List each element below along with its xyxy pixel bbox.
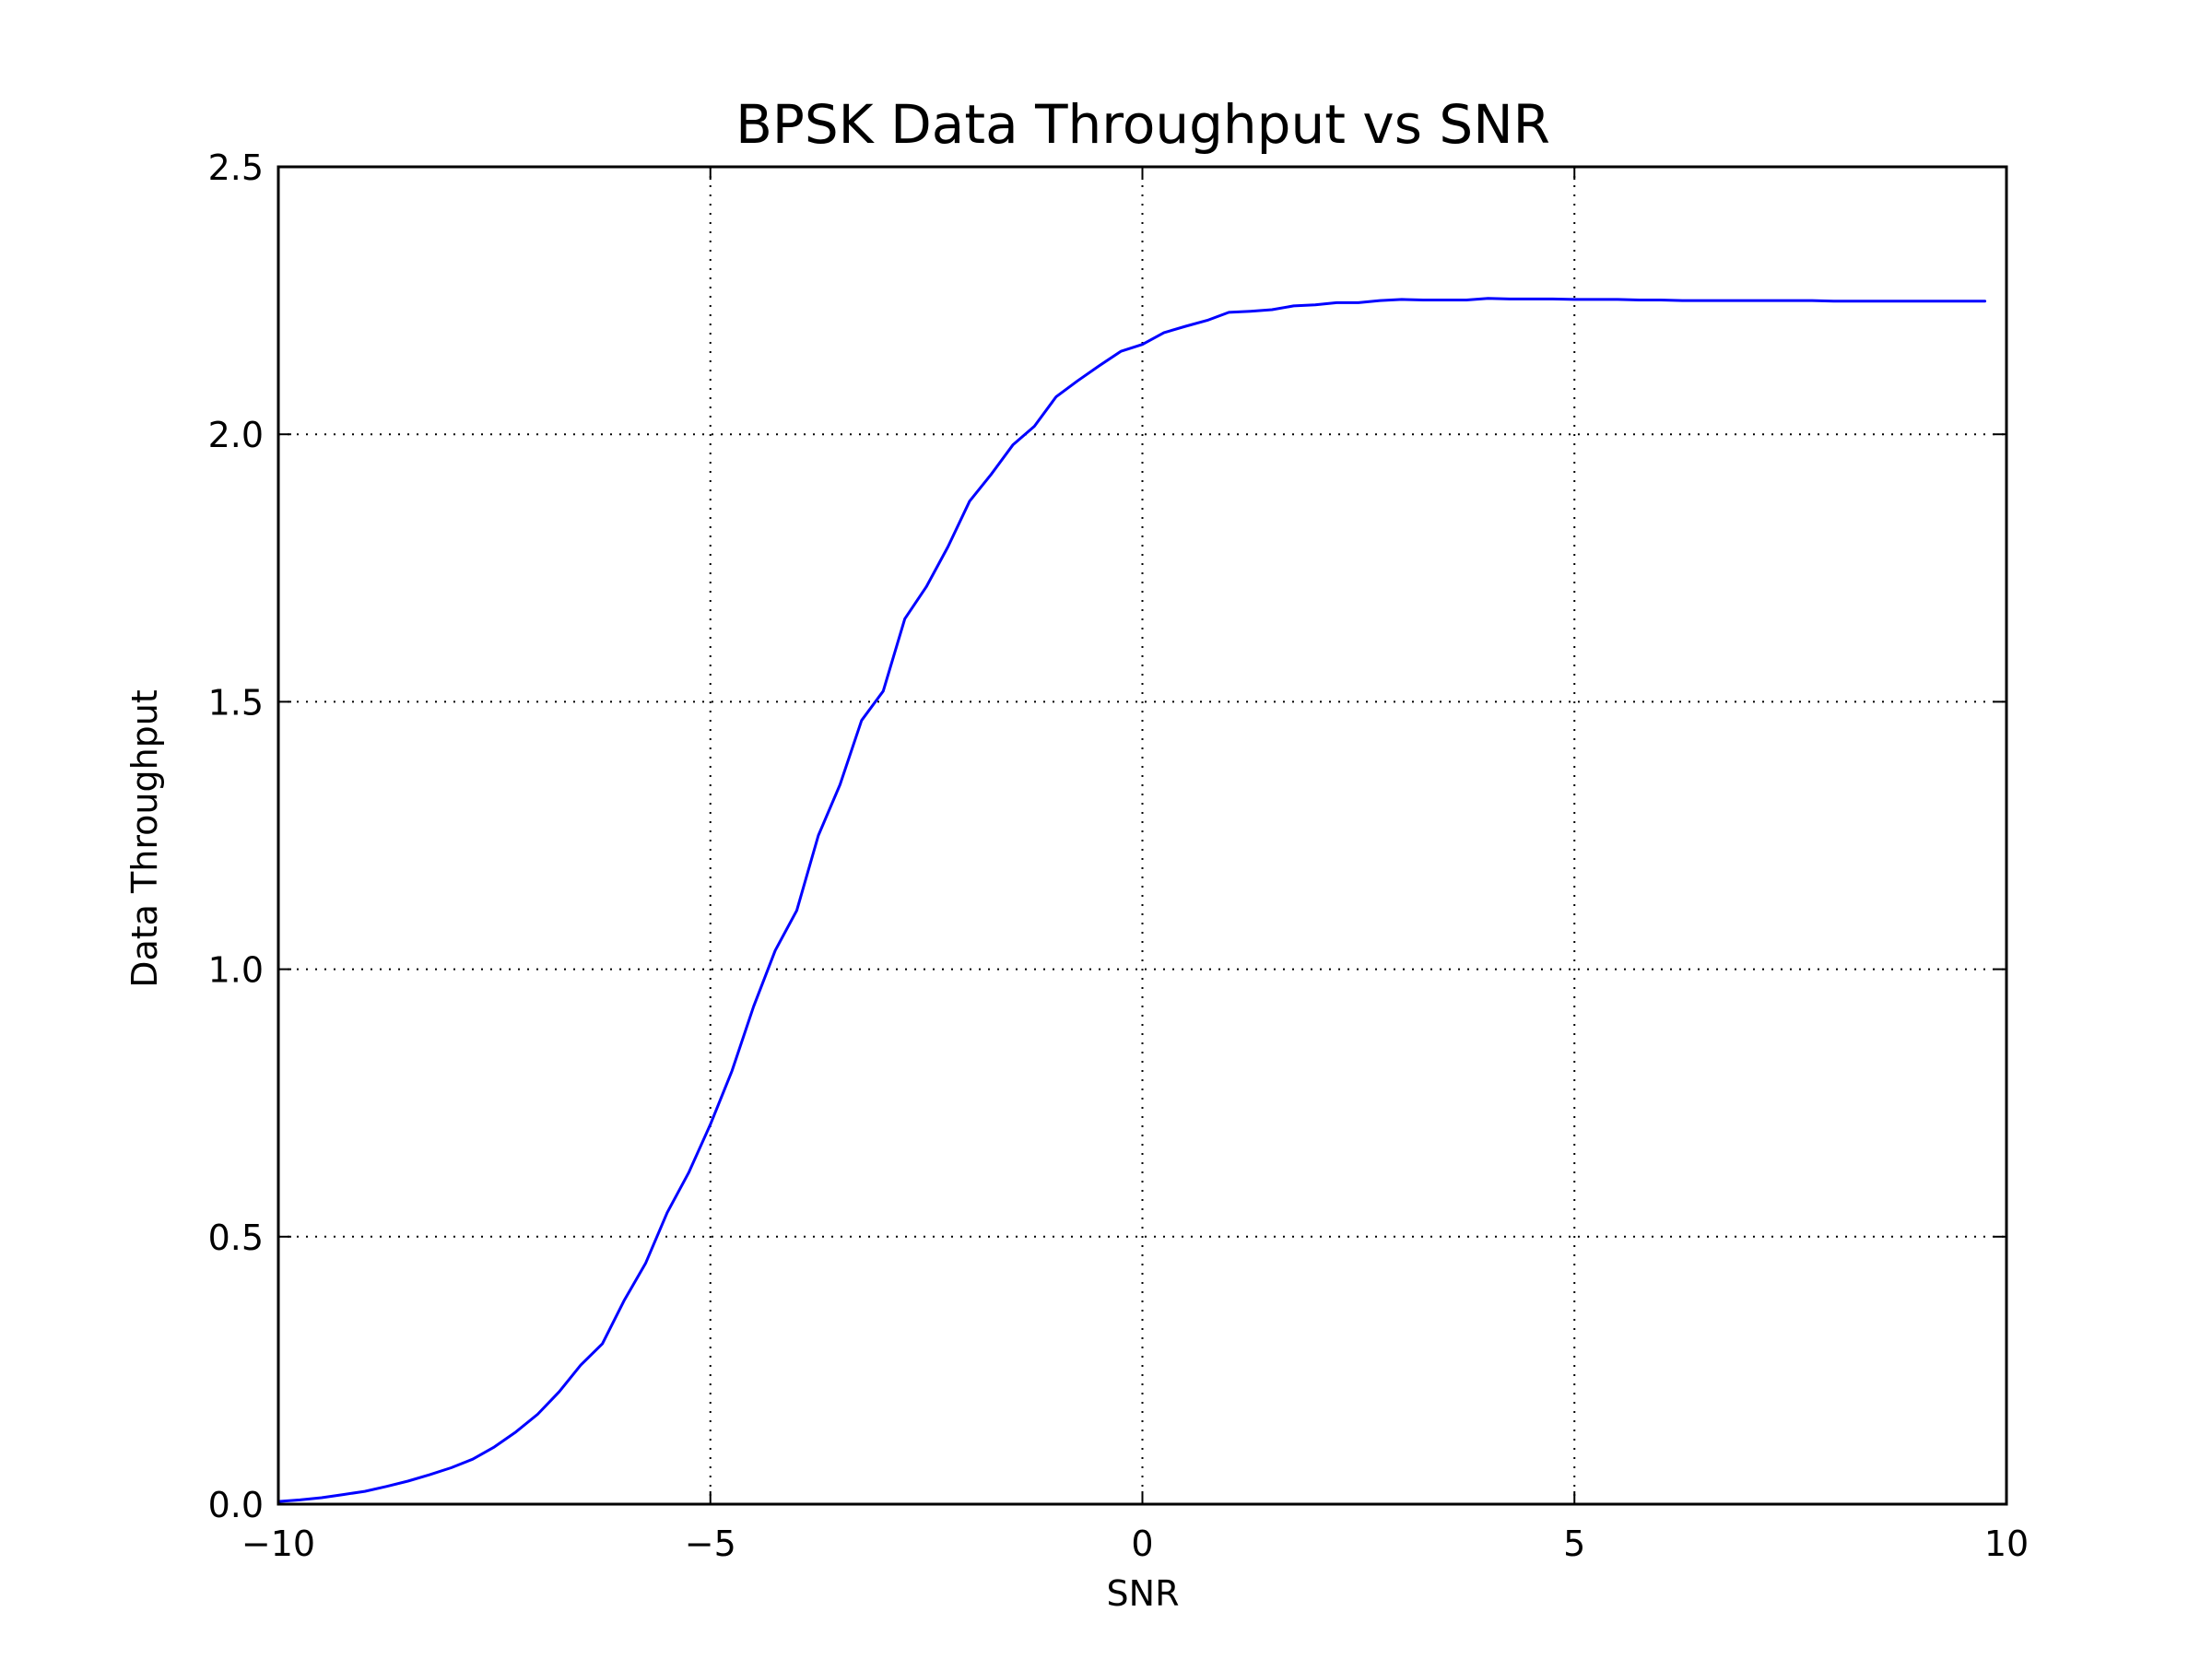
y-axis-label: Data Throughput (124, 689, 165, 988)
chart-title: BPSK Data Throughput vs SNR (735, 93, 1550, 156)
grid-lines (278, 167, 2006, 1504)
y-tick-labels: 0.0 0.5 1.0 1.5 2.0 2.5 (208, 147, 264, 1525)
y-tick-label: 1.5 (208, 682, 264, 723)
y-tick-label: 0.5 (208, 1218, 264, 1258)
y-tick-label: 0.0 (208, 1485, 264, 1525)
tick-marks (277, 166, 2007, 1505)
series-line-0 (276, 297, 1987, 1503)
y-tick-label: 1.0 (208, 950, 264, 991)
x-axis-label: SNR (1107, 1573, 1180, 1614)
plot-series (276, 297, 1987, 1503)
y-tick-label: 2.0 (208, 415, 264, 455)
y-tick-label: 2.5 (208, 147, 264, 188)
x-tick-labels: −10 −5 0 5 10 (241, 1524, 2029, 1564)
x-tick-label: 10 (1984, 1524, 2029, 1564)
x-tick-label: 5 (1563, 1524, 1585, 1564)
x-tick-label: −5 (685, 1524, 736, 1564)
x-tick-label: 0 (1131, 1524, 1153, 1564)
x-tick-label: −10 (241, 1524, 315, 1564)
